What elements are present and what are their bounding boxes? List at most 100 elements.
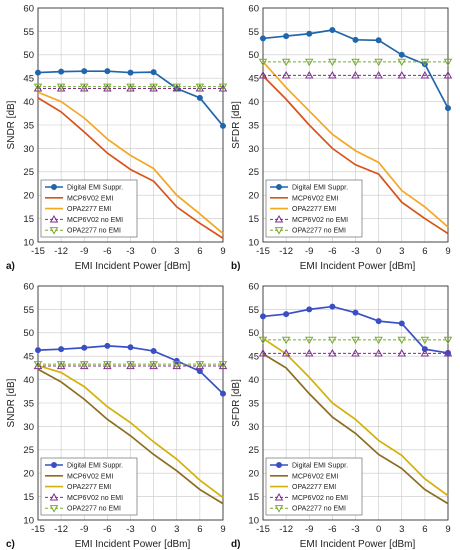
x-tick-label: -15 — [31, 524, 45, 535]
data-point — [329, 26, 336, 33]
series-3 — [262, 61, 449, 228]
data-point — [56, 361, 66, 370]
data-point — [79, 361, 89, 369]
panel-c-chart: 10 15 20 25 30 35 40 45 50 55 60 -15 -12 -9 -6 -3 0 3 6 9 EM… — [6, 281, 228, 550]
y-tick-label: 20 — [23, 191, 34, 202]
x-tick-label: 0 — [151, 524, 156, 535]
series-line — [37, 97, 224, 239]
data-point — [281, 58, 291, 67]
legend-label: Digital EMI Suppr. — [67, 463, 123, 470]
legend-label: OPA2277 EMI — [292, 206, 336, 213]
legend-label: OPA2277 no EMI — [292, 228, 346, 235]
data-point — [258, 70, 268, 79]
legend-marker — [275, 183, 282, 190]
data-point — [351, 58, 360, 67]
data-point — [218, 84, 228, 92]
y-tick-label: 60 — [248, 3, 259, 14]
series-5 — [258, 58, 453, 67]
x-tick-label: -6 — [328, 524, 336, 535]
x-tick-label: -12 — [54, 246, 68, 257]
legend: Digital EMI Suppr. MCP6V02 EMI OPA2277 EMI… — [40, 457, 138, 516]
axes-frame — [262, 285, 449, 521]
data-point — [126, 83, 135, 92]
series-1 — [259, 26, 451, 112]
data-point — [172, 84, 182, 92]
y-tick-label: 10 — [248, 515, 259, 526]
legend-label: MCP6V02 EMI — [292, 195, 338, 202]
data-point — [195, 361, 205, 370]
legend-label: Digital EMI Suppr. — [67, 185, 123, 192]
y-tick-label: 30 — [248, 422, 259, 433]
y-tick-label: 15 — [23, 214, 34, 225]
data-point — [58, 68, 65, 75]
data-point — [374, 58, 383, 67]
data-point — [352, 309, 359, 316]
series-line — [37, 364, 224, 499]
data-point — [150, 348, 157, 355]
legend-label: MCP6V02 no EMI — [292, 495, 348, 502]
data-point — [127, 69, 134, 76]
data-point — [218, 83, 228, 92]
legend-marker — [49, 214, 59, 223]
x-tick-label: 9 — [220, 524, 225, 535]
y-tick-label: 45 — [248, 74, 259, 85]
y-tick-label: 15 — [248, 492, 259, 503]
series-5 — [33, 361, 228, 369]
axes-frame — [262, 7, 449, 243]
x-tick-label: -6 — [103, 246, 111, 257]
data-point — [351, 70, 360, 79]
series-3 — [262, 337, 449, 497]
data-point — [56, 84, 66, 92]
x-tick-label: -9 — [80, 246, 88, 257]
y-tick-label: 45 — [23, 74, 34, 85]
y-tick-label: 55 — [248, 27, 259, 38]
data-point — [420, 70, 430, 79]
x-tick-label: 9 — [445, 524, 450, 535]
x-tick-label: -15 — [256, 246, 270, 257]
legend-label: Digital EMI Suppr. — [292, 185, 348, 192]
y-tick-label: 60 — [248, 281, 259, 292]
y-tick-label: 60 — [23, 3, 34, 14]
legend-marker — [275, 461, 282, 468]
data-point — [172, 361, 182, 369]
legend-marker — [274, 492, 284, 501]
legend-marker — [49, 227, 59, 235]
x-axis-label: EMI Incident Power [dBm] — [75, 261, 191, 272]
y-tick-label: 25 — [23, 445, 34, 456]
series-2 — [37, 368, 224, 505]
y-tick-label: 35 — [248, 398, 259, 409]
axes-frame — [37, 285, 224, 521]
legend-marker — [49, 492, 59, 501]
legend-label: MCP6V02 EMI — [67, 473, 113, 480]
legend-label: MCP6V02 no EMI — [67, 495, 123, 502]
data-point — [104, 68, 111, 75]
y-tick-label: 25 — [248, 445, 259, 456]
data-point — [306, 30, 313, 37]
legend-marker — [51, 183, 58, 190]
data-point — [281, 348, 291, 357]
data-point — [397, 348, 407, 357]
data-point — [375, 318, 382, 325]
data-point — [258, 58, 268, 67]
legend-label: MCP6V02 no EMI — [67, 217, 123, 224]
series-2 — [262, 353, 449, 505]
x-tick-label: 3 — [399, 524, 404, 535]
data-point — [258, 336, 268, 345]
series-2 — [37, 97, 224, 239]
y-tick-label: 30 — [248, 144, 259, 155]
y-tick-label: 40 — [23, 375, 34, 386]
y-tick-label: 20 — [248, 191, 259, 202]
data-point — [35, 69, 42, 76]
x-tick-label: -3 — [126, 246, 134, 257]
data-point — [374, 70, 383, 79]
data-point — [103, 83, 112, 92]
data-point — [79, 83, 89, 92]
data-point — [281, 70, 291, 79]
y-tick-label: 20 — [248, 469, 259, 480]
series-2 — [262, 75, 449, 235]
data-point — [304, 58, 314, 67]
panel-label: c) — [6, 539, 15, 550]
legend-marker — [274, 214, 284, 223]
data-point — [56, 83, 66, 92]
